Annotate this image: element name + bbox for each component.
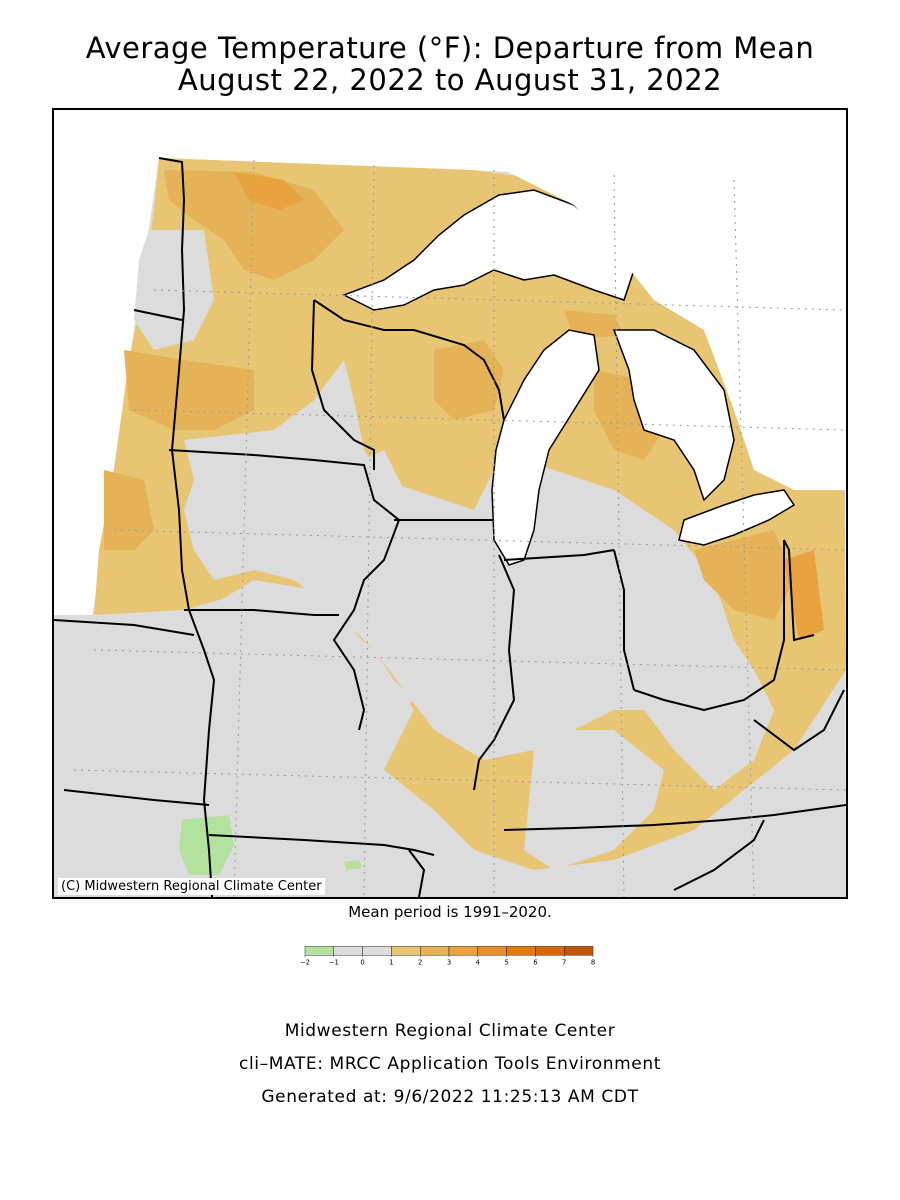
footer-application: cli–MATE: MRCC Application Tools Environ… [239, 1054, 661, 1074]
anomaly-warm3-pa [784, 550, 824, 640]
lake-erie [678, 489, 796, 546]
anomaly-neutral-west [134, 230, 214, 350]
anomaly-cool-small [344, 860, 362, 870]
lake-superior [342, 189, 635, 311]
legend-swatch [535, 946, 565, 956]
legend-tick-label: 1 [389, 958, 393, 966]
lake-huron [612, 329, 735, 502]
legend-swatch [420, 946, 450, 956]
lake-michigan [491, 329, 600, 566]
legend-swatch [506, 946, 536, 956]
graticule [73, 159, 846, 897]
map-title-line1: Average Temperature (°F): Departure from… [85, 31, 815, 65]
footer-organization: Midwestern Regional Climate Center [284, 1021, 616, 1041]
legend-swatch [333, 946, 363, 956]
color-legend: −2 −1 0 1 2 3 4 5 6 7 8 [300, 946, 595, 966]
anomaly-neutral-south [54, 590, 474, 897]
map-title-line2: August 22, 2022 to August 31, 2022 [177, 63, 723, 97]
legend-swatch [391, 946, 421, 956]
legend-tick-label: 6 [533, 958, 537, 966]
legend-swatch [448, 946, 479, 956]
temperature-departure-map [54, 110, 846, 897]
anomaly-warm2-west [124, 350, 254, 430]
state-boundaries [54, 157, 846, 897]
legend-swatch [362, 946, 392, 956]
legend-tick-label: 2 [418, 958, 422, 966]
anomaly-warm2-center [434, 340, 504, 420]
anomaly-warm2-oh [694, 530, 794, 620]
anomaly-neutral-se [524, 730, 664, 870]
anomaly-cool-sw [179, 815, 234, 875]
legend-tick-label: 3 [447, 958, 451, 966]
canada-land [384, 110, 846, 490]
legend-tick-label: 7 [562, 958, 566, 966]
legend-swatch [477, 946, 507, 956]
legend-tick-label: 5 [504, 958, 508, 966]
footer-generated: Generated at: 9/6/2022 11:25:13 AM CDT [261, 1087, 639, 1107]
anomaly-warm3-nw [234, 172, 304, 210]
map-frame [52, 108, 848, 899]
legend-swatch [564, 946, 594, 956]
legend-tick-label: −1 [329, 958, 339, 966]
legend-tick-label: 8 [591, 958, 595, 966]
legend-tick-label: −2 [300, 958, 310, 966]
legend-tick-label: 4 [476, 958, 480, 966]
legend-swatch [304, 946, 335, 956]
legend-tick-label: 0 [360, 958, 364, 966]
map-copyright: (C) Midwestern Regional Climate Center [58, 878, 325, 895]
anomaly-neutral-center [184, 360, 774, 790]
mean-period-note: Mean period is 1991–2020. [348, 903, 552, 921]
anomaly-warm2-sw [104, 470, 154, 550]
